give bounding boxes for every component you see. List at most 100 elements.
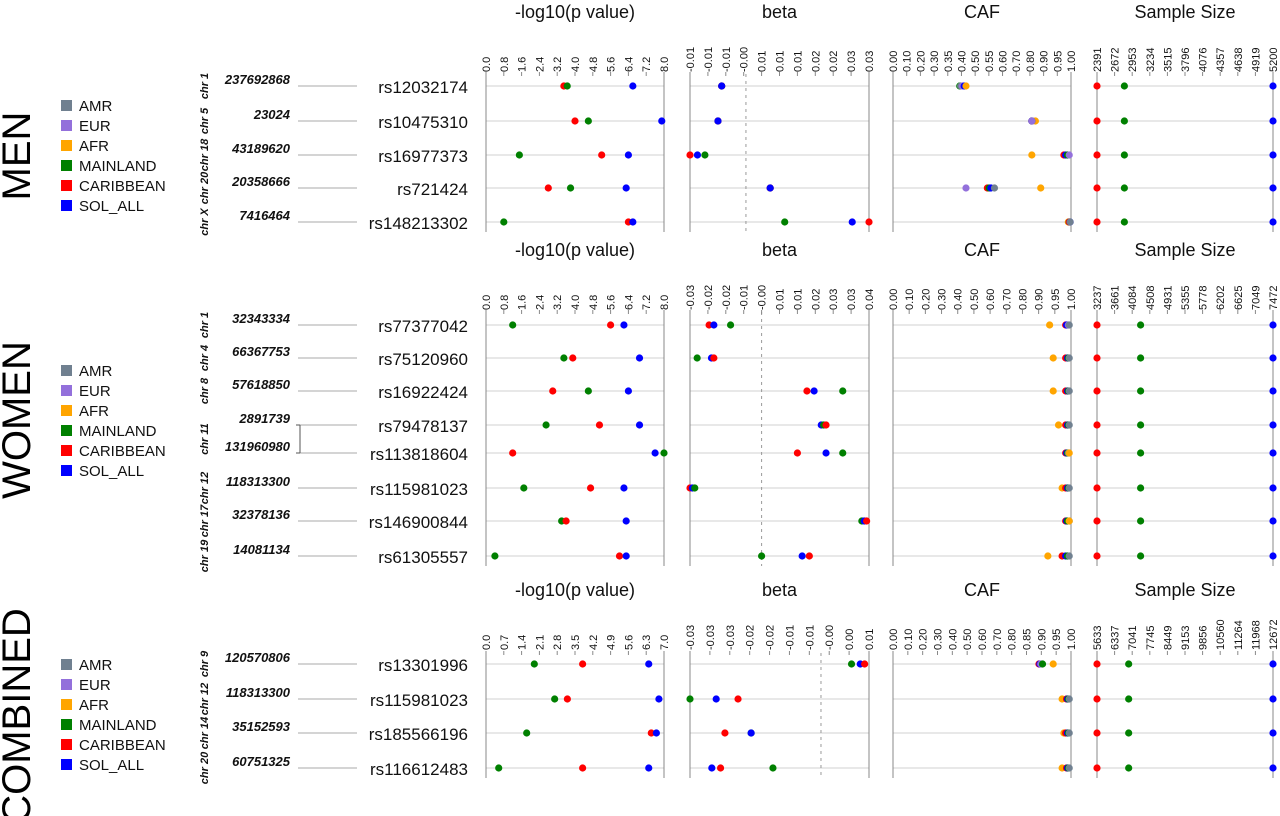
tick-label: 0.03 bbox=[846, 51, 858, 72]
data-point-sol_all bbox=[635, 354, 644, 362]
data-point-sol_all bbox=[1269, 184, 1277, 192]
tick-label: 0.50 bbox=[969, 289, 981, 310]
data-point-sol_all bbox=[1269, 321, 1277, 329]
snp-label: rs79478137 bbox=[378, 417, 468, 436]
data-point-mainland bbox=[691, 484, 699, 492]
tick-label: 5.6 bbox=[623, 635, 635, 650]
legend-swatch-sol_all bbox=[61, 759, 72, 770]
tick-label: 0.80 bbox=[1017, 289, 1029, 310]
data-point-caribbean bbox=[721, 729, 729, 737]
tick-label: 0.0 bbox=[481, 57, 493, 72]
data-point-mainland bbox=[726, 321, 735, 329]
data-point-sol_all bbox=[1269, 695, 1277, 703]
tick-label: 4.8 bbox=[588, 57, 600, 72]
snp-label: rs77377042 bbox=[378, 317, 468, 336]
snp-label: rs148213302 bbox=[369, 214, 468, 233]
tick-label: 7745 bbox=[1145, 626, 1157, 650]
legend-label-eur: EUR bbox=[79, 383, 111, 400]
chromosome-label: chr 17 bbox=[199, 504, 211, 537]
data-point-caribbean bbox=[579, 764, 587, 772]
data-point-mainland bbox=[551, 695, 559, 703]
position-label: 43189620 bbox=[231, 141, 291, 156]
data-point-caribbean bbox=[716, 764, 725, 772]
legend-label-afr: AFR bbox=[79, 697, 109, 714]
legend-label-eur: EUR bbox=[79, 677, 111, 694]
tick-label: 2.8 bbox=[552, 635, 564, 650]
legend-swatch-sol_all bbox=[61, 465, 72, 476]
tick-label: 0.8 bbox=[499, 295, 511, 310]
data-point-afr bbox=[1065, 517, 1073, 525]
data-point-amr bbox=[1065, 552, 1073, 560]
data-point-sol_all bbox=[1269, 387, 1277, 395]
tick-label: 5200 bbox=[1268, 48, 1280, 72]
data-point-mainland bbox=[781, 218, 789, 226]
panel-title: CAF bbox=[964, 580, 1000, 600]
legend-label-eur: EUR bbox=[79, 118, 111, 135]
tick-label: 0.8 bbox=[499, 57, 511, 72]
data-point-eur bbox=[1028, 117, 1036, 125]
data-point-mainland bbox=[701, 151, 709, 159]
tick-label: -0.02 bbox=[703, 285, 715, 310]
data-point-caribbean bbox=[1093, 321, 1101, 329]
tick-label: 0.02 bbox=[810, 51, 822, 72]
position-label: 32343334 bbox=[232, 311, 291, 326]
tick-label: 4.8 bbox=[588, 295, 600, 310]
tick-label: -0.01 bbox=[804, 625, 816, 650]
tick-label: 0.90 bbox=[1034, 289, 1046, 310]
tick-label: 0.10 bbox=[902, 51, 914, 72]
legend-swatch-sol_all bbox=[61, 200, 72, 211]
data-point-amr bbox=[1065, 387, 1073, 395]
tick-label: 0.10 bbox=[904, 289, 916, 310]
chromosome-label: chr 5 bbox=[199, 107, 211, 134]
tick-label: 5778 bbox=[1198, 286, 1210, 310]
panel-title: Sample Size bbox=[1134, 240, 1235, 260]
panel-2: 0.00 0.10 0.20 0.30 0.40 0.50 0.60 0.70 0.80 0.85… bbox=[888, 629, 1078, 778]
data-point-sol_all bbox=[1269, 151, 1277, 159]
data-point-sol_all bbox=[1269, 449, 1277, 457]
data-point-sol_all bbox=[651, 449, 659, 457]
tick-label: 3515 bbox=[1162, 48, 1174, 72]
tick-label: 0.95 bbox=[1051, 629, 1063, 650]
data-point-mainland bbox=[500, 218, 508, 226]
position-label: 237692868 bbox=[224, 72, 291, 87]
chromosome-label: chr 1 bbox=[199, 312, 211, 338]
tick-label: 0.0 bbox=[481, 635, 493, 650]
panel-1: -0.03 -0.02 -0.02 -0.01 -0.00 0.01 0.01 0.02 0.0… bbox=[685, 285, 876, 566]
tick-label: 8449 bbox=[1162, 626, 1174, 650]
position-label: 118313300 bbox=[226, 685, 291, 700]
tick-label: 0.50 bbox=[962, 629, 974, 650]
data-point-sol_all bbox=[655, 695, 663, 703]
data-point-sol_all bbox=[1269, 354, 1277, 362]
data-point-caribbean bbox=[710, 354, 718, 362]
tick-label: 0.00 bbox=[888, 289, 900, 310]
data-point-sol_all bbox=[1269, 729, 1277, 737]
data-point-mainland bbox=[758, 552, 766, 560]
tick-label: 0.00 bbox=[844, 629, 856, 650]
panel-title: beta bbox=[762, 240, 798, 260]
tick-label: 5355 bbox=[1180, 286, 1192, 310]
panel-0: 0.0 0.7 1.4 2.1 2.8 3.5 4.2 4.9 5.6 6.3 7.0 bbox=[481, 635, 671, 778]
chr11-bracket bbox=[296, 424, 301, 454]
data-point-caribbean bbox=[803, 387, 811, 395]
data-point-caribbean bbox=[579, 660, 587, 668]
data-point-mainland bbox=[1125, 764, 1133, 772]
panel-0: 0.0 0.8 1.6 2.4 3.2 4.0 4.8 5.6 6.4 7.2 8.0 bbox=[481, 57, 671, 232]
data-point-afr bbox=[1049, 387, 1057, 395]
legend-label-caribbean: CARIBBEAN bbox=[79, 178, 166, 195]
tick-label: 0.55 bbox=[984, 51, 996, 72]
legend-label-afr: AFR bbox=[79, 138, 109, 155]
tick-label: 7.2 bbox=[641, 295, 653, 310]
data-point-eur bbox=[1065, 151, 1073, 159]
position-label: 118313300 bbox=[226, 474, 291, 489]
tick-label: 8.0 bbox=[659, 57, 671, 72]
tick-label: 7.0 bbox=[659, 635, 671, 650]
data-point-mainland bbox=[660, 449, 668, 457]
chromosome-label: chr 12 bbox=[199, 683, 211, 715]
data-point-sol_all bbox=[645, 660, 653, 668]
data-point-caribbean bbox=[1093, 517, 1101, 525]
data-point-amr bbox=[1066, 218, 1074, 226]
tick-label: -0.01 bbox=[739, 285, 751, 310]
chromosome-label: chr 8 bbox=[199, 377, 211, 404]
tick-label: -0.02 bbox=[765, 625, 777, 650]
tick-label: 7041 bbox=[1127, 626, 1139, 650]
